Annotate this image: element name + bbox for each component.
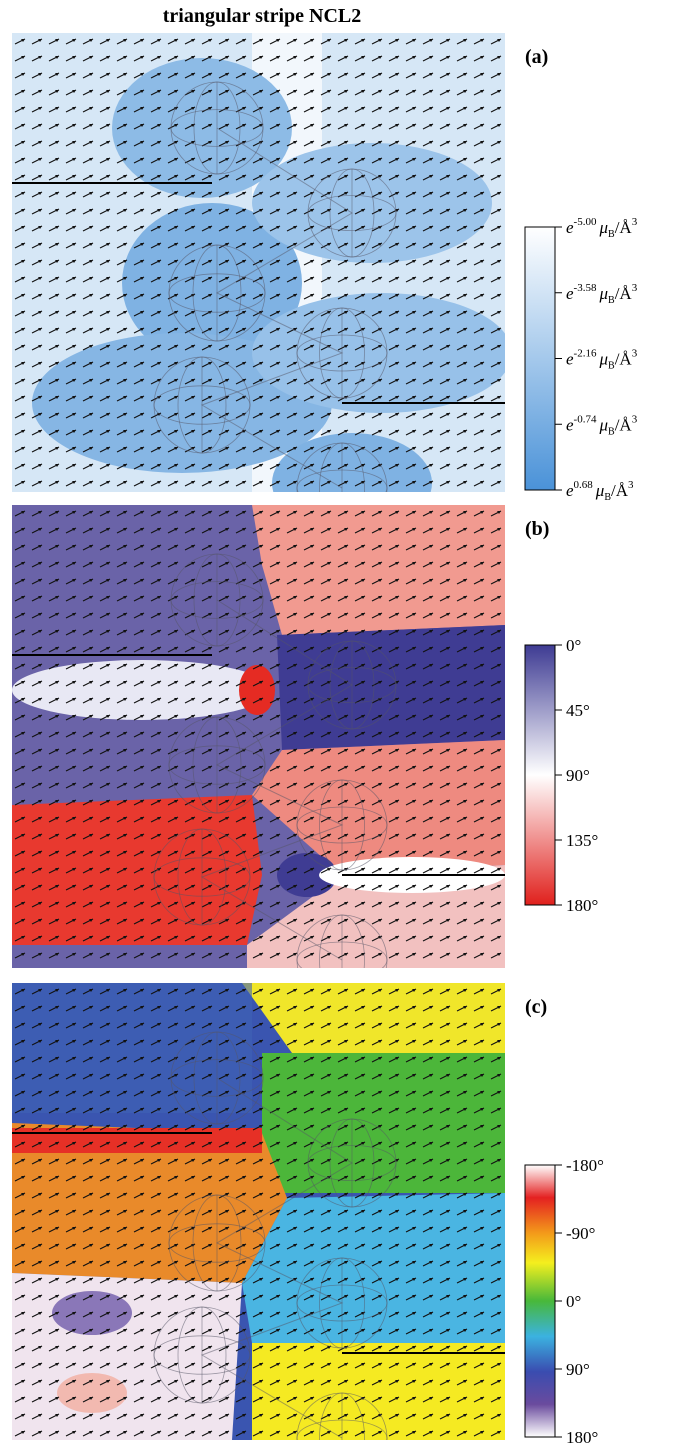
vector-map	[12, 33, 505, 492]
arrow-field	[12, 983, 505, 1440]
label-part: μ	[598, 350, 608, 369]
label-part: e	[566, 481, 574, 500]
label-part: -0.74	[574, 413, 597, 425]
sphere	[296, 1257, 388, 1349]
sphere	[307, 640, 397, 730]
colorbar-label: 45°	[566, 701, 590, 720]
label-part: μ	[598, 218, 608, 237]
colorbar-label: 0°	[566, 1292, 581, 1311]
arrow-field	[12, 505, 505, 968]
colorbar-label: e-3.58 μB/Å3	[566, 282, 638, 306]
vector-map	[12, 505, 505, 968]
vector-map	[12, 983, 505, 1440]
bond	[200, 127, 353, 489]
label-part: /Å	[615, 415, 633, 434]
label-part: B	[604, 492, 611, 503]
sphere	[153, 1306, 251, 1404]
colorbar	[524, 644, 556, 906]
label-part: B	[608, 426, 615, 437]
bond	[200, 1077, 353, 1439]
label-part: 3	[632, 413, 638, 425]
sphere	[170, 553, 264, 647]
label-part: 0.68	[574, 479, 594, 491]
label-part: 3	[632, 282, 638, 294]
label-part: 3	[632, 348, 638, 360]
map-layers	[12, 33, 505, 492]
label-part: μ	[598, 284, 608, 303]
sphere	[307, 168, 397, 258]
label-part: B	[608, 361, 615, 372]
label-part: -3.58	[574, 282, 597, 294]
colorbar-label: e-2.16 μB/Å3	[566, 348, 638, 372]
label-part: 3	[628, 479, 634, 491]
label-part: μ	[595, 481, 605, 500]
bond	[200, 599, 353, 961]
label-part: -5.00	[574, 216, 597, 228]
colorbar-label: -90°	[566, 1224, 595, 1243]
label-part: /Å	[615, 218, 633, 237]
arrow-field	[12, 33, 505, 492]
panel-label: (c)	[525, 996, 547, 1018]
label-part: /Å	[615, 350, 633, 369]
label-part: 3	[632, 216, 638, 228]
label-part: e	[566, 284, 574, 303]
label-part: e	[566, 350, 574, 369]
panel-label: (a)	[525, 46, 548, 68]
label-part: /Å	[611, 481, 629, 500]
colorbar-label: -180°	[566, 1156, 604, 1175]
label-part: B	[608, 295, 615, 306]
colorbar-label: 180°	[566, 1428, 598, 1445]
map-layers	[12, 505, 505, 968]
figure-title: triangular stripe NCL2	[163, 5, 362, 27]
colorbar-label: e0.68 μB/Å3	[566, 479, 634, 503]
sphere	[170, 81, 264, 175]
colorbar-label: 90°	[566, 1360, 590, 1379]
label-part: -2.16	[574, 348, 597, 360]
label-part: e	[566, 218, 574, 237]
colorbar-label: 135°	[566, 831, 598, 850]
colorbar-label: 180°	[566, 896, 598, 915]
sphere	[168, 716, 266, 814]
label-part: e	[566, 415, 574, 434]
sphere	[307, 1118, 397, 1208]
colorbar	[524, 226, 556, 491]
sphere	[153, 356, 251, 454]
label-part: /Å	[615, 284, 633, 303]
label-part: B	[608, 229, 615, 240]
sphere	[168, 1194, 266, 1292]
colorbar-label: e-0.74 μB/Å3	[566, 413, 638, 437]
colorbar	[524, 1164, 556, 1438]
colorbar-label: 0°	[566, 636, 581, 655]
panel-label: (b)	[525, 518, 549, 540]
label-part: μ	[598, 415, 608, 434]
colorbar-label: 90°	[566, 766, 590, 785]
map-layers	[12, 983, 505, 1440]
colorbar-label: e-5.00 μB/Å3	[566, 216, 638, 240]
